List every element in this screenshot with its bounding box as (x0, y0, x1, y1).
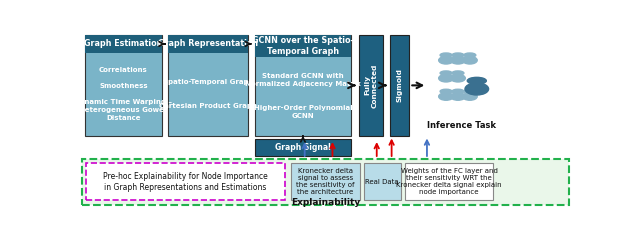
Ellipse shape (438, 93, 453, 100)
FancyBboxPatch shape (255, 35, 351, 136)
FancyBboxPatch shape (85, 35, 162, 53)
FancyBboxPatch shape (168, 35, 248, 53)
FancyBboxPatch shape (83, 159, 568, 205)
Ellipse shape (451, 74, 465, 82)
FancyBboxPatch shape (364, 163, 401, 200)
Text: Fully
Connected: Fully Connected (364, 63, 377, 108)
Text: Kronecker delta
signal to assess
the sensitivity of
the architecture: Kronecker delta signal to assess the sen… (296, 168, 355, 195)
FancyBboxPatch shape (85, 35, 162, 136)
Circle shape (440, 53, 452, 57)
Circle shape (464, 89, 476, 93)
Text: Standard GCNN with
Normalized Adjacency Matrix


Higher-Order Polynomial
GCNN: Standard GCNN with Normalized Adjacency … (245, 73, 361, 120)
Text: Real Data: Real Data (365, 179, 399, 185)
Ellipse shape (451, 93, 465, 100)
FancyBboxPatch shape (255, 139, 351, 156)
Circle shape (452, 71, 464, 75)
Ellipse shape (463, 93, 477, 100)
FancyBboxPatch shape (359, 35, 383, 136)
Circle shape (452, 89, 464, 93)
Circle shape (440, 89, 452, 93)
FancyBboxPatch shape (405, 163, 493, 200)
FancyBboxPatch shape (168, 35, 248, 136)
Text: Weights of the FC layer and
their sensitivity WRT the
Kronecker delta signal exp: Weights of the FC layer and their sensit… (396, 168, 502, 195)
Circle shape (467, 77, 486, 84)
Text: Spatio-Temporal Graph


Cartesian Product Graph: Spatio-Temporal Graph Cartesian Product … (159, 79, 257, 109)
Circle shape (464, 53, 476, 57)
Circle shape (452, 53, 464, 57)
Text: Graph Representation: Graph Representation (158, 39, 258, 48)
Text: Graph Signal: Graph Signal (275, 143, 331, 152)
Text: Explainability: Explainability (291, 198, 360, 207)
Circle shape (440, 71, 452, 75)
Ellipse shape (438, 74, 453, 82)
Text: Graph Estimation: Graph Estimation (84, 39, 163, 48)
FancyBboxPatch shape (291, 163, 360, 200)
Text: Pre-hoc Explainability for Node Importance
in Graph Representations and Estimati: Pre-hoc Explainability for Node Importan… (103, 172, 268, 192)
Text: Inference Task: Inference Task (428, 121, 497, 130)
Ellipse shape (463, 56, 477, 64)
Text: GCNN over the Spatio-
Temporal Graph: GCNN over the Spatio- Temporal Graph (252, 37, 354, 56)
FancyBboxPatch shape (86, 163, 285, 200)
FancyBboxPatch shape (390, 35, 410, 136)
Text: Sigmoid: Sigmoid (396, 68, 403, 102)
FancyBboxPatch shape (255, 35, 351, 57)
Text: Correlations

Smoothness

Dynamic Time Warping –
Heterogeneous Gower
Distance: Correlations Smoothness Dynamic Time War… (74, 67, 172, 121)
Ellipse shape (465, 83, 488, 95)
Ellipse shape (451, 56, 465, 64)
Ellipse shape (438, 56, 453, 64)
